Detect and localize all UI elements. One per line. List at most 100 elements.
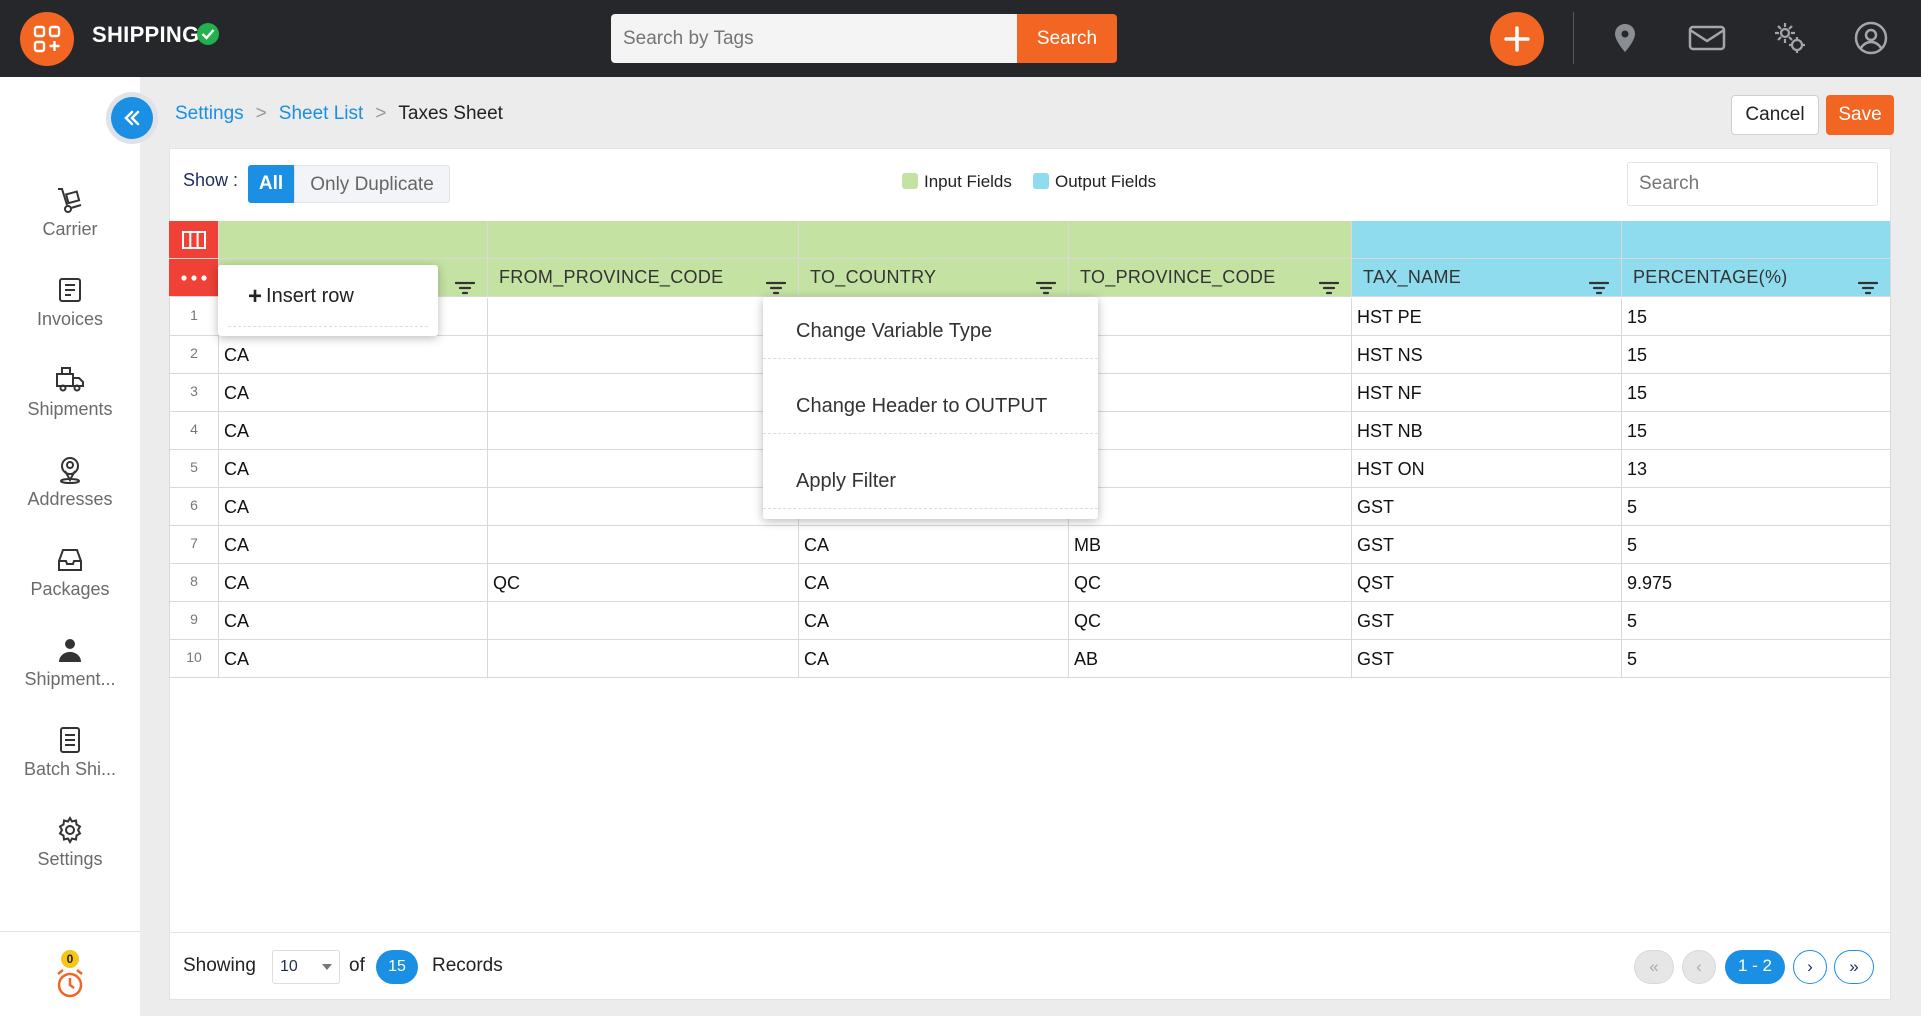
row-number[interactable]: 3 xyxy=(169,374,219,412)
row-number[interactable]: 7 xyxy=(169,526,219,564)
filter-icon[interactable] xyxy=(1857,271,1879,296)
table-cell[interactable]: 15 xyxy=(1622,412,1891,450)
first-page-button[interactable]: « xyxy=(1634,950,1674,984)
table-cell[interactable]: CA xyxy=(799,602,1069,640)
filter-icon[interactable] xyxy=(1588,271,1610,296)
table-cell[interactable]: CA xyxy=(219,526,488,564)
table-cell[interactable]: 13 xyxy=(1622,450,1891,488)
table-cell[interactable]: 9.975 xyxy=(1622,564,1891,602)
table-cell[interactable]: CA xyxy=(219,488,488,526)
change-header-to-output-menu-item[interactable]: Change Header to OUTPUT xyxy=(796,395,1048,417)
settings-cogs-icon[interactable] xyxy=(1772,20,1808,56)
table-cell[interactable]: 15 xyxy=(1622,374,1891,412)
filter-icon[interactable] xyxy=(765,271,787,296)
table-cell[interactable] xyxy=(488,640,799,678)
apply-filter-menu-item[interactable]: Apply Filter xyxy=(796,470,897,492)
table-search-input[interactable] xyxy=(1627,162,1878,206)
row-number[interactable]: 5 xyxy=(169,450,219,488)
table-cell[interactable] xyxy=(1069,298,1352,336)
table-cell[interactable] xyxy=(488,374,799,412)
table-cell[interactable]: HST PE xyxy=(1352,298,1622,336)
row-number[interactable]: 4 xyxy=(169,412,219,450)
table-cell[interactable] xyxy=(488,602,799,640)
column-header[interactable]: PERCENTAGE(%) xyxy=(1622,259,1891,297)
table-cell[interactable]: GST xyxy=(1352,640,1622,678)
tag-search-input[interactable] xyxy=(611,14,1017,63)
sidebar-item-packages[interactable]: Packages xyxy=(0,545,140,600)
table-cell[interactable]: CA xyxy=(799,640,1069,678)
table-cell[interactable]: GST xyxy=(1352,602,1622,640)
last-page-button[interactable]: » xyxy=(1834,950,1874,984)
row-number[interactable]: 10 xyxy=(169,640,219,678)
row-number[interactable]: 6 xyxy=(169,488,219,526)
current-page-range[interactable]: 1 - 2 xyxy=(1725,950,1785,984)
table-cell[interactable]: HST NF xyxy=(1352,374,1622,412)
user-account-icon[interactable] xyxy=(1853,20,1889,56)
table-cell[interactable] xyxy=(1069,488,1352,526)
table-cell[interactable]: 5 xyxy=(1622,602,1891,640)
table-cell[interactable] xyxy=(488,450,799,488)
table-cell[interactable]: 5 xyxy=(1622,488,1891,526)
table-cell[interactable] xyxy=(1069,412,1352,450)
map-pin-icon[interactable] xyxy=(1607,20,1643,56)
table-cell[interactable] xyxy=(1069,374,1352,412)
table-cell[interactable]: CA xyxy=(799,526,1069,564)
sidebar-item-batch-shipments[interactable]: Batch Shi... xyxy=(0,725,140,780)
table-cell[interactable]: GST xyxy=(1352,526,1622,564)
filter-icon[interactable] xyxy=(1035,271,1057,296)
table-cell[interactable]: GST xyxy=(1352,488,1622,526)
save-button[interactable]: Save xyxy=(1826,95,1894,135)
table-cell[interactable]: CA xyxy=(219,412,488,450)
sidebar-item-addresses[interactable]: Addresses xyxy=(0,455,140,510)
alarm-clock-icon[interactable] xyxy=(52,950,88,1002)
table-cell[interactable]: CA xyxy=(219,602,488,640)
table-cell[interactable]: HST NS xyxy=(1352,336,1622,374)
table-cell[interactable]: 5 xyxy=(1622,526,1891,564)
table-cell[interactable]: QC xyxy=(1069,602,1352,640)
add-new-button[interactable] xyxy=(1490,12,1544,66)
table-cell[interactable]: QST xyxy=(1352,564,1622,602)
insert-row-menu-item[interactable]: + Insert row xyxy=(248,283,354,311)
column-header[interactable]: TO_PROVINCE_CODE xyxy=(1069,259,1352,297)
tag-search-button[interactable]: Search xyxy=(1017,14,1117,63)
filter-icon[interactable] xyxy=(454,271,476,296)
row-number[interactable]: 1 xyxy=(169,298,219,336)
table-cell[interactable]: 15 xyxy=(1622,298,1891,336)
table-cell[interactable]: CA xyxy=(219,374,488,412)
cancel-button[interactable]: Cancel xyxy=(1731,95,1819,135)
next-page-button[interactable]: › xyxy=(1793,950,1827,984)
show-only-duplicate-toggle[interactable]: Only Duplicate xyxy=(294,165,450,203)
app-logo-icon[interactable] xyxy=(20,12,74,66)
table-cell[interactable]: HST ON xyxy=(1352,450,1622,488)
column-header[interactable]: TO_COUNTRY xyxy=(799,259,1069,297)
sidebar-item-carrier[interactable]: Carrier xyxy=(0,185,140,240)
table-cell[interactable]: 5 xyxy=(1622,640,1891,678)
table-cell[interactable] xyxy=(488,298,799,336)
column-header[interactable]: FROM_PROVINCE_CODE xyxy=(488,259,799,297)
collapse-sidebar-button[interactable] xyxy=(111,97,153,139)
sidebar-item-settings[interactable]: Settings xyxy=(0,815,140,870)
column-chooser-button[interactable] xyxy=(169,221,219,259)
table-cell[interactable]: CA xyxy=(219,450,488,488)
table-cell[interactable] xyxy=(1069,336,1352,374)
table-cell[interactable]: QC xyxy=(1069,564,1352,602)
table-cell[interactable]: QC xyxy=(488,564,799,602)
change-variable-type-menu-item[interactable]: Change Variable Type xyxy=(796,320,993,342)
show-all-toggle[interactable]: All xyxy=(248,165,294,203)
table-cell[interactable] xyxy=(1069,450,1352,488)
row-number[interactable]: 8 xyxy=(169,564,219,602)
table-cell[interactable] xyxy=(488,526,799,564)
table-cell[interactable] xyxy=(488,488,799,526)
table-cell[interactable]: CA xyxy=(799,564,1069,602)
sidebar-item-invoices[interactable]: Invoices xyxy=(0,275,140,330)
sidebar-item-shipments[interactable]: Shipments xyxy=(0,365,140,420)
table-cell[interactable]: MB xyxy=(1069,526,1352,564)
row-number[interactable]: 2 xyxy=(169,336,219,374)
table-cell[interactable]: HST NB xyxy=(1352,412,1622,450)
sidebar-item-shipment-other[interactable]: Shipment... xyxy=(0,635,140,690)
table-cell[interactable]: CA xyxy=(219,640,488,678)
table-cell[interactable]: CA xyxy=(219,336,488,374)
breadcrumb-sheet-list-link[interactable]: Sheet List xyxy=(278,103,364,124)
previous-page-button[interactable]: ‹ xyxy=(1682,950,1716,984)
table-cell[interactable]: AB xyxy=(1069,640,1352,678)
